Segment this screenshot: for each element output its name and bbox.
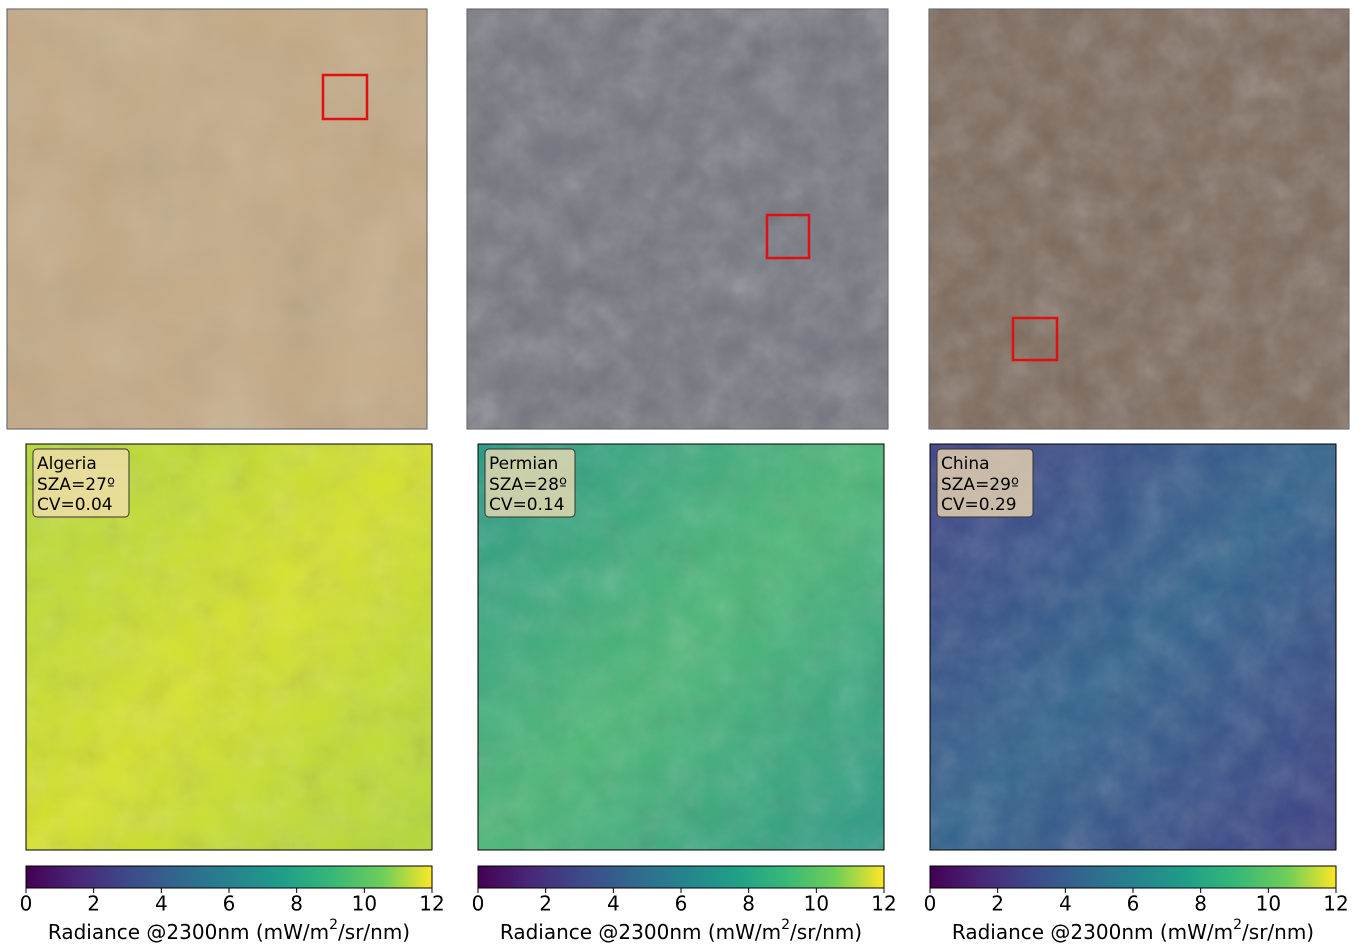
label-part: /sr/nm) xyxy=(338,920,410,944)
x-tick-label: 12 xyxy=(871,892,896,916)
colorbar xyxy=(477,865,885,889)
x-tick-label: 4 xyxy=(1059,892,1072,916)
label-part: /sr/nm) xyxy=(790,920,862,944)
annotation-cv: CV=0.29 xyxy=(941,495,1017,515)
x-tick-label: 4 xyxy=(607,892,620,916)
x-tick-label: 4 xyxy=(155,892,168,916)
image-frame xyxy=(929,443,1337,851)
colorbar-label: Radiance @2300nm (mW/m2/sr/nm) xyxy=(952,917,1314,944)
label-part: 2 xyxy=(1233,917,1242,933)
annotation-sza: SZA=29º xyxy=(941,475,1019,495)
x-tick-label: 10 xyxy=(1256,892,1281,916)
x-tick-label: 10 xyxy=(804,892,829,916)
annotation-site: Algeria xyxy=(37,454,97,474)
colorbar-label: Radiance @2300nm (mW/m2/sr/nm) xyxy=(500,917,862,944)
x-tick-label: 8 xyxy=(1194,892,1207,916)
x-tick-label: 8 xyxy=(742,892,755,916)
x-tick-label: 0 xyxy=(20,892,33,916)
x-tick-label: 8 xyxy=(290,892,303,916)
label-part: 2 xyxy=(781,917,790,933)
x-tick-label: 6 xyxy=(1127,892,1140,916)
satellite-images xyxy=(6,8,1350,430)
label-part: Radiance @2300nm (mW/m xyxy=(48,920,329,944)
annotation-cv: CV=0.04 xyxy=(37,495,113,515)
x-tick-label: 6 xyxy=(223,892,236,916)
annotation-sza: SZA=28º xyxy=(489,475,567,495)
annotation-cv: CV=0.14 xyxy=(489,495,565,515)
x-tick-label: 12 xyxy=(419,892,444,916)
annotation-box xyxy=(936,448,1034,518)
x-tick-label: 10 xyxy=(352,892,377,916)
label-part: 2 xyxy=(329,917,338,933)
annotation-sza: SZA=27º xyxy=(37,475,115,495)
image-frame xyxy=(25,443,433,851)
label-part: Radiance @2300nm (mW/m xyxy=(500,920,781,944)
x-tick-label: 2 xyxy=(991,892,1004,916)
x-tick-label: 2 xyxy=(539,892,552,916)
annotation-box xyxy=(32,448,130,518)
x-tick-label: 0 xyxy=(924,892,937,916)
image-frame xyxy=(477,443,885,851)
colorbar-label: Radiance @2300nm (mW/m2/sr/nm) xyxy=(48,917,410,944)
colorbar xyxy=(25,865,433,889)
annotation-site: Permian xyxy=(489,454,558,474)
label-part: /sr/nm) xyxy=(1242,920,1314,944)
x-tick-label: 0 xyxy=(472,892,485,916)
x-tick-label: 6 xyxy=(675,892,688,916)
label-part: Radiance @2300nm (mW/m xyxy=(952,920,1233,944)
annotation-box xyxy=(484,448,576,518)
annotation-site: China xyxy=(941,454,990,474)
colorbar xyxy=(929,865,1337,889)
x-tick-label: 2 xyxy=(87,892,100,916)
x-tick-label: 12 xyxy=(1323,892,1348,916)
